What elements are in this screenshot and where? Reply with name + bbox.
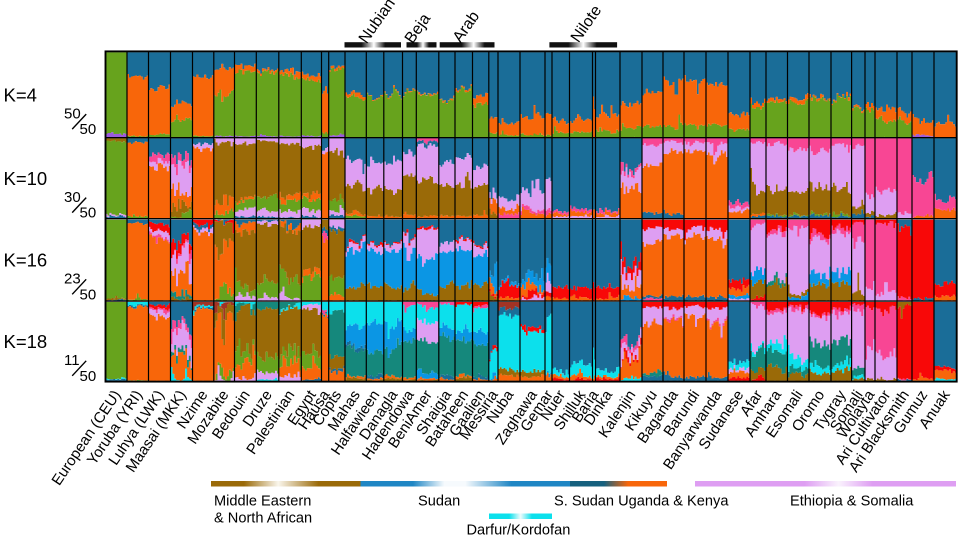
svg-text:K=10: K=10 [4,168,48,189]
svg-text:S. Sudan Uganda & Kenya: S. Sudan Uganda & Kenya [554,494,729,510]
svg-text:& North African: & North African [214,511,312,527]
svg-text:K=18: K=18 [4,331,48,352]
svg-text:30: 30 [64,189,81,206]
svg-text:50: 50 [64,106,81,123]
svg-text:50: 50 [80,368,97,385]
svg-text:50: 50 [80,205,97,222]
svg-text:Ethiopia & Somalia: Ethiopia & Somalia [790,494,914,510]
svg-text:Middle Eastern: Middle Eastern [214,494,311,510]
svg-text:50: 50 [80,286,97,303]
svg-text:Sudan: Sudan [418,494,460,510]
svg-text:K=4: K=4 [4,85,37,106]
svg-text:K=16: K=16 [4,250,48,271]
svg-text:11: 11 [64,352,80,369]
svg-text:23: 23 [64,271,81,288]
svg-text:50: 50 [80,121,97,138]
svg-text:Darfur/Kordofan: Darfur/Kordofan [467,523,571,539]
